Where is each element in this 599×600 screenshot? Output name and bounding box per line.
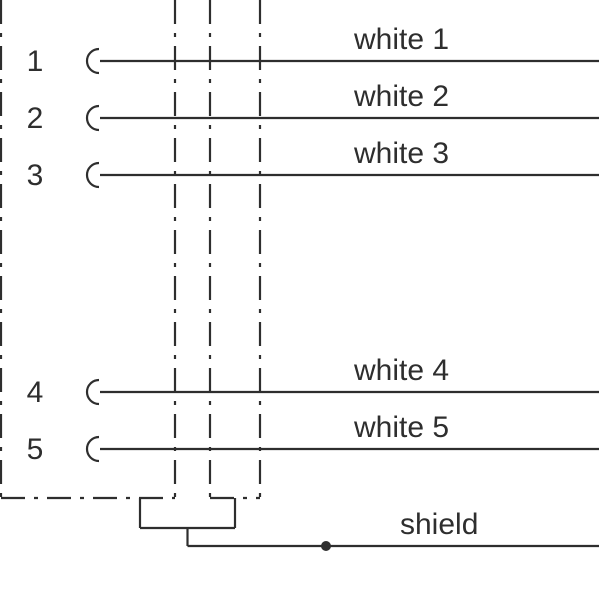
pin-number: 4 [27, 376, 44, 409]
pin-socket-icon [87, 380, 99, 404]
wire-label: white 2 [353, 80, 449, 113]
pin-number: 1 [27, 45, 44, 78]
pin-socket-icon [87, 163, 99, 187]
pin-number: 5 [27, 433, 44, 466]
pin-socket-icon [87, 437, 99, 461]
wire-label: white 5 [353, 411, 449, 444]
shield-label: shield [400, 508, 478, 541]
wire-label: white 1 [353, 23, 449, 56]
wire-label: white 4 [353, 354, 449, 387]
pin-socket-icon [87, 49, 99, 73]
pin-socket-icon [87, 106, 99, 130]
wire-label: white 3 [353, 137, 449, 170]
pin-number: 2 [27, 102, 44, 135]
pin-number: 3 [27, 159, 44, 192]
wiring-diagram: 1 white 1 2 white 2 3 white 3 4 white 4 5 white 5… [0, 0, 599, 600]
shield-node-icon [321, 541, 331, 551]
